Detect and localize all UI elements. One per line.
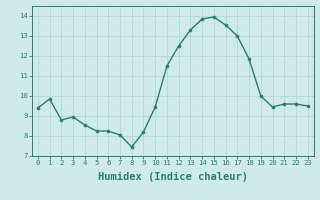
X-axis label: Humidex (Indice chaleur): Humidex (Indice chaleur) xyxy=(98,172,248,182)
